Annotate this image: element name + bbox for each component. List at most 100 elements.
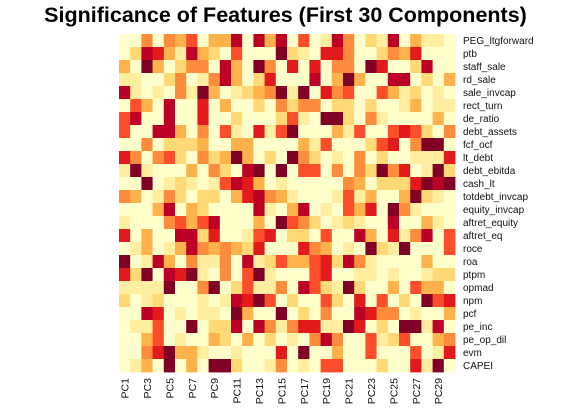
heatmap-cell (242, 229, 254, 243)
heatmap-cell (298, 47, 310, 61)
heatmap-cell (242, 34, 254, 48)
heatmap-cell (399, 307, 411, 321)
heatmap-cell (275, 86, 288, 100)
heatmap-cell (365, 333, 377, 347)
heatmap-cell (320, 151, 333, 165)
heatmap-cell (399, 34, 411, 48)
feature-label: aftret_equity (463, 218, 518, 229)
heatmap-cell (186, 47, 198, 61)
heatmap-cell (175, 190, 187, 204)
heatmap-cell (354, 138, 366, 152)
heatmap-cell (376, 177, 389, 191)
heatmap-cell (343, 294, 355, 308)
heatmap-cell (320, 242, 333, 256)
heatmap-cell (264, 99, 277, 113)
heatmap-cell (186, 203, 198, 217)
heatmap-cell (163, 73, 176, 87)
heatmap-cell (163, 307, 176, 321)
heatmap-cell (208, 125, 221, 139)
heatmap-cell (287, 164, 299, 178)
heatmap-cell (421, 242, 433, 256)
heatmap-cell (309, 242, 321, 256)
heatmap-cell (376, 255, 389, 269)
heatmap-cell (432, 346, 445, 360)
heatmap-cell (309, 320, 321, 334)
heatmap-cell (141, 112, 153, 126)
heatmap-cell (152, 333, 165, 347)
heatmap-cell (421, 333, 433, 347)
heatmap-cell (354, 73, 366, 87)
heatmap-cell (264, 151, 277, 165)
heatmap-cell (130, 125, 142, 139)
feature-label: fcf_ocf (463, 140, 493, 151)
heatmap-cell (309, 138, 321, 152)
heatmap-cell (219, 34, 232, 48)
heatmap-cell (365, 73, 377, 87)
heatmap-cell (432, 112, 445, 126)
heatmap-cell (141, 177, 153, 191)
heatmap-cell (309, 203, 321, 217)
feature-label: ptpm (463, 270, 485, 281)
heatmap-cell (432, 34, 445, 48)
heatmap-cell (309, 86, 321, 100)
heatmap-cell (387, 359, 400, 373)
heatmap-cell (365, 203, 377, 217)
heatmap-cell (365, 164, 377, 178)
heatmap-cell (298, 112, 310, 126)
heatmap-cell (298, 151, 310, 165)
heatmap-cell (399, 60, 411, 74)
heatmap-cell (264, 203, 277, 217)
heatmap-cell (432, 151, 445, 165)
heatmap-cell (119, 359, 131, 373)
heatmap-cell (410, 34, 422, 48)
heatmap-cell (253, 47, 265, 61)
heatmap-cell (432, 281, 445, 295)
heatmap-cell (130, 99, 142, 113)
heatmap-cell (320, 86, 333, 100)
heatmap-cell (197, 86, 209, 100)
heatmap-cell (443, 99, 456, 113)
heatmap-cell (387, 34, 400, 48)
heatmap-cell (219, 138, 232, 152)
heatmap-cell (152, 112, 165, 126)
heatmap-cell (186, 307, 198, 321)
heatmap-cell (152, 73, 165, 87)
heatmap-cell (331, 333, 344, 347)
heatmap-cell (253, 242, 265, 256)
heatmap-cell (343, 216, 355, 230)
heatmap-cell (130, 281, 142, 295)
heatmap-cell (331, 73, 344, 87)
heatmap-cell (443, 47, 456, 61)
heatmap-cell (309, 151, 321, 165)
heatmap-cell (175, 34, 187, 48)
heatmap-cell (219, 151, 232, 165)
heatmap-cell (432, 268, 445, 282)
heatmap-cell (287, 333, 299, 347)
heatmap-cell (152, 190, 165, 204)
heatmap-cell (231, 112, 243, 126)
heatmap-cell (175, 86, 187, 100)
heatmap-cell (130, 73, 142, 87)
heatmap-cell (421, 294, 433, 308)
heatmap-cell (421, 164, 433, 178)
heatmap-cell (141, 216, 153, 230)
chart-title: Significance of Features (First 30 Compo… (44, 3, 527, 27)
heatmap-cell (331, 294, 344, 308)
heatmap-cell (152, 268, 165, 282)
heatmap-cell (163, 138, 176, 152)
heatmap-cell (309, 99, 321, 113)
heatmap-cell (354, 294, 366, 308)
heatmap-cell (298, 138, 310, 152)
heatmap-cell (119, 151, 131, 165)
heatmap-cell (410, 242, 422, 256)
heatmap-cell (152, 242, 165, 256)
heatmap-cell (208, 359, 221, 373)
heatmap-cell (320, 138, 333, 152)
heatmap-cell (309, 359, 321, 373)
heatmap-cell (365, 268, 377, 282)
heatmap-cell (387, 333, 400, 347)
heatmap-cell (354, 359, 366, 373)
heatmap-cell (186, 333, 198, 347)
heatmap-cell (175, 60, 187, 74)
heatmap-cell (354, 86, 366, 100)
